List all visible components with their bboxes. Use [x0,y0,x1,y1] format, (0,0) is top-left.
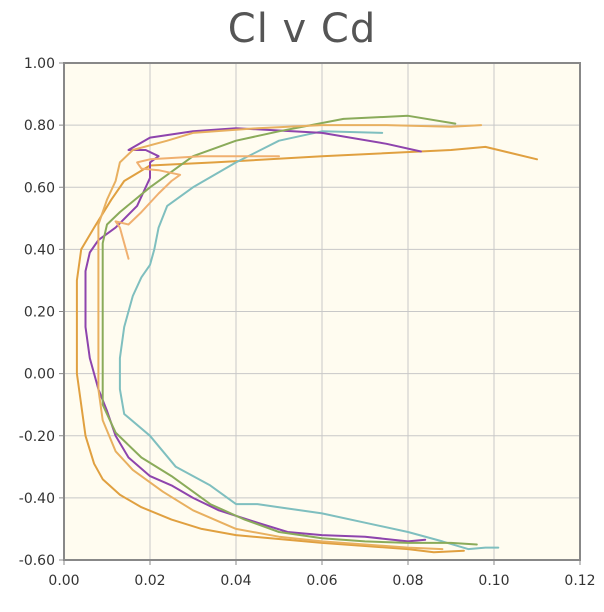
series-line-5 [97,124,483,551]
x-tick-label: 0.10 [478,573,509,589]
series-group [75,114,538,554]
y-tick-label: -0.20 [19,429,55,445]
chart-title: Cl v Cd [227,6,377,52]
series-line-1 [75,145,538,554]
y-tick-label: 0.40 [24,242,55,258]
y-tick-label: -0.40 [19,491,55,507]
series-line-2 [118,130,500,551]
x-tick-label: 0.02 [134,573,165,589]
y-tick-label: -0.60 [19,553,55,569]
x-tick-label: 0.00 [48,573,79,589]
x-tick-label: 0.12 [564,573,595,589]
x-tick-label: 0.04 [220,573,251,589]
x-axis: 0.00 0.02 0.04 0.06 0.08 0.10 0.12 [48,560,596,589]
x-tick-label: 0.08 [392,573,423,589]
y-axis: 1.00 0.80 0.60 0.40 0.20 0.00 -0.20 -0.40 -0.60 [19,56,64,569]
y-tick-label: 0.00 [24,367,55,383]
y-tick-label: 0.80 [24,118,55,134]
y-tick-label: 1.00 [24,56,55,72]
series-line-4 [101,114,478,546]
y-tick-label: 0.60 [24,180,55,196]
y-tick-label: 0.20 [24,305,55,321]
x-tick-label: 0.06 [306,573,337,589]
series-line-6 [114,155,280,260]
